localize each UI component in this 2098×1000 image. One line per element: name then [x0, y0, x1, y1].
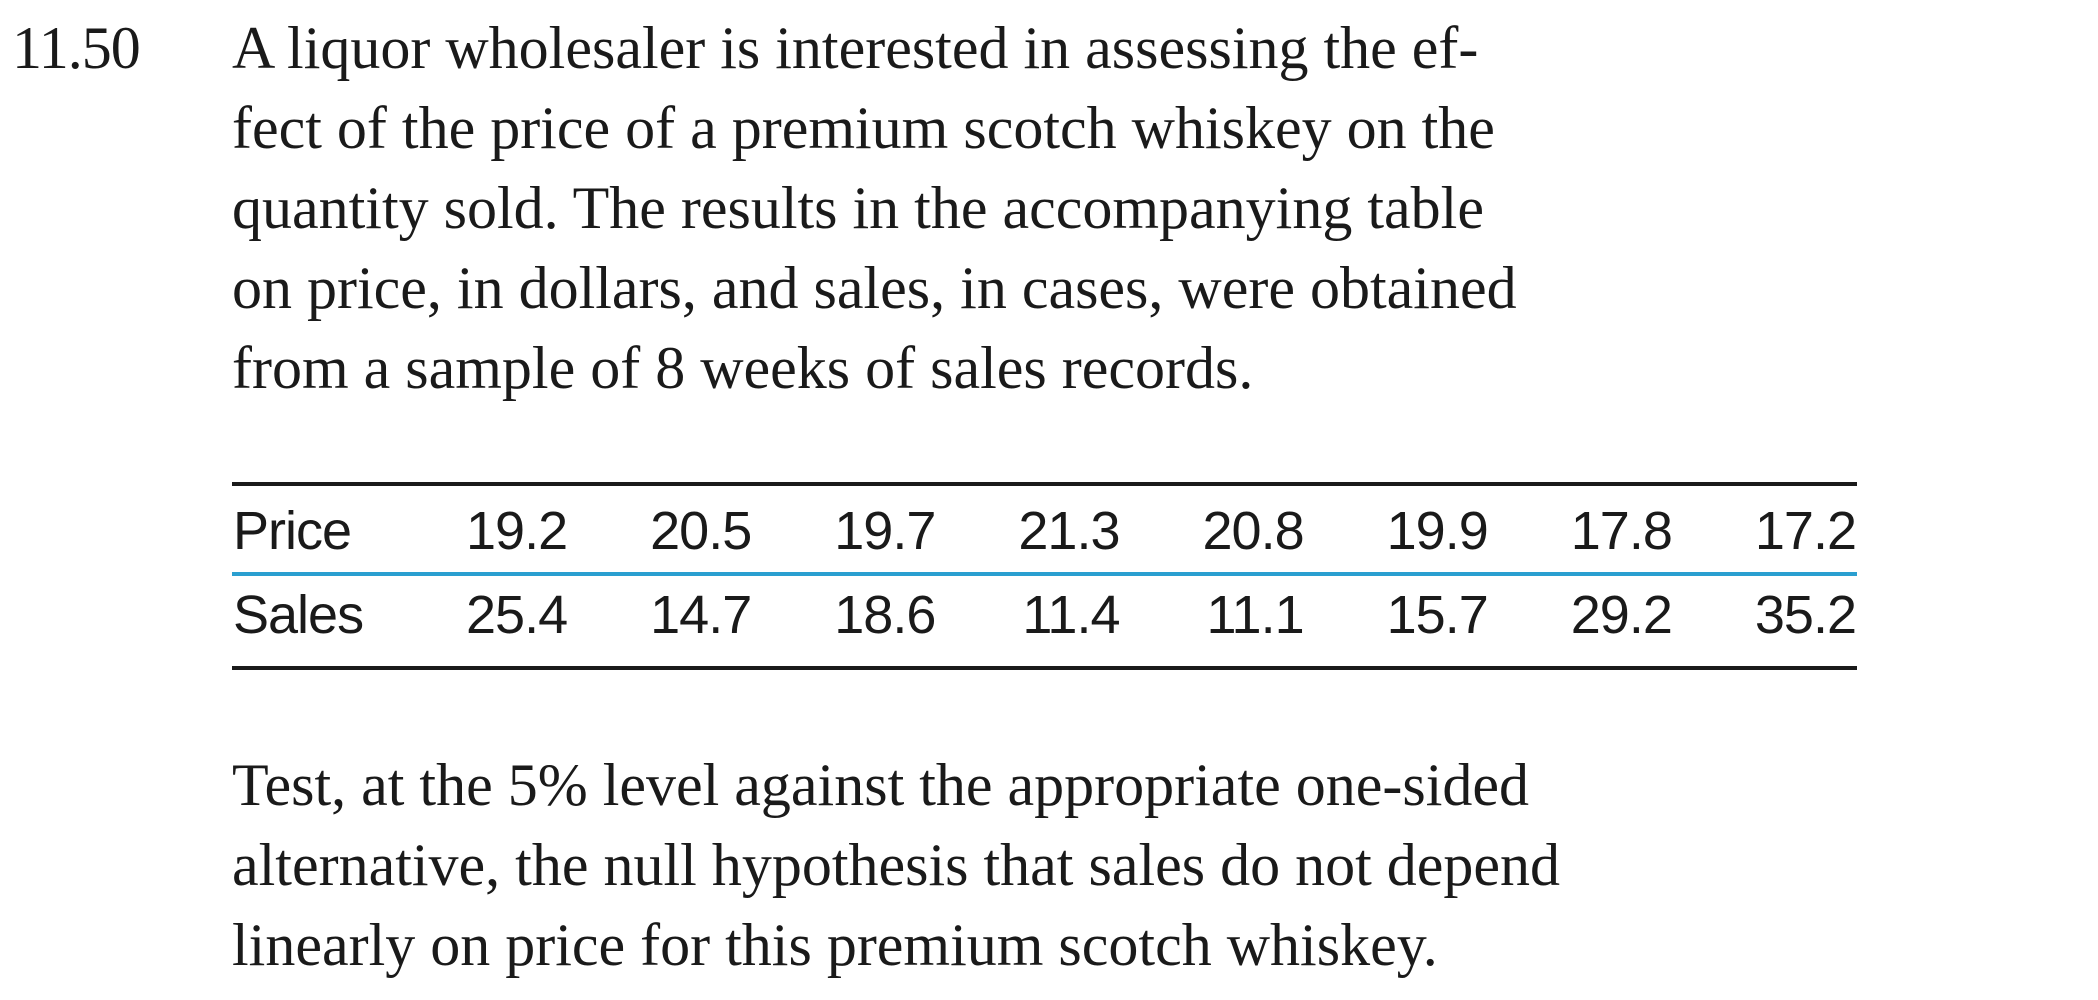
- table-cell: 20.5: [568, 484, 752, 576]
- table-cell: 35.2: [1754, 585, 1857, 645]
- table-cell: 14.7: [650, 585, 752, 645]
- table-cell: 18.6: [834, 585, 936, 645]
- problem-statement-line: fect of the price of a premium scotch wh…: [232, 95, 1495, 161]
- instruction-line: linearly on price for this premium scotc…: [232, 912, 1438, 978]
- table-cell: 20.8: [1120, 484, 1305, 576]
- table-cell: 19.7: [752, 484, 936, 576]
- instruction-line: Test, at the 5% level against the approp…: [232, 752, 1530, 818]
- table-row-price: Price 19.2 20.5 19.7 21.3 20.8 19.9 17.8…: [232, 484, 1857, 576]
- table-cell: 19.2: [384, 484, 568, 576]
- price-sales-table: Price 19.2 20.5 19.7 21.3 20.8 19.9 17.8…: [232, 482, 1857, 670]
- table-cell: 19.9: [1304, 484, 1489, 576]
- table-cell: 11.1: [1206, 585, 1305, 645]
- table-cell: 11.4: [1022, 585, 1120, 645]
- table-cell: 17.8: [1488, 484, 1673, 576]
- problem-statement: A liquor wholesaler is interested in ass…: [232, 8, 1982, 408]
- row-label-sales: Sales: [233, 585, 364, 645]
- table-row-sales: Sales 25.4 14.7 18.6 11.4 11.1 15.7 29.2…: [232, 574, 1857, 668]
- problem-statement-line: A liquor wholesaler is interested in ass…: [232, 15, 1479, 81]
- problem-statement-line: quantity sold. The results in the accomp…: [232, 175, 1484, 241]
- problem-statement-line: on price, in dollars, and sales, in case…: [232, 255, 1517, 321]
- table-cell: 29.2: [1570, 585, 1673, 645]
- problem-statement-line: from a sample of 8 weeks of sales record…: [232, 335, 1254, 401]
- row-label-price: Price: [232, 484, 384, 576]
- table-cell: 17.2: [1672, 484, 1857, 576]
- table-cell: 25.4: [466, 585, 568, 645]
- table-cell: 21.3: [936, 484, 1121, 576]
- hypothesis-test-instruction: Test, at the 5% level against the approp…: [232, 745, 1982, 985]
- instruction-line: alternative, the null hypothesis that sa…: [232, 832, 1561, 898]
- table-cell: 15.7: [1386, 585, 1489, 645]
- problem-number: 11.50: [12, 15, 141, 81]
